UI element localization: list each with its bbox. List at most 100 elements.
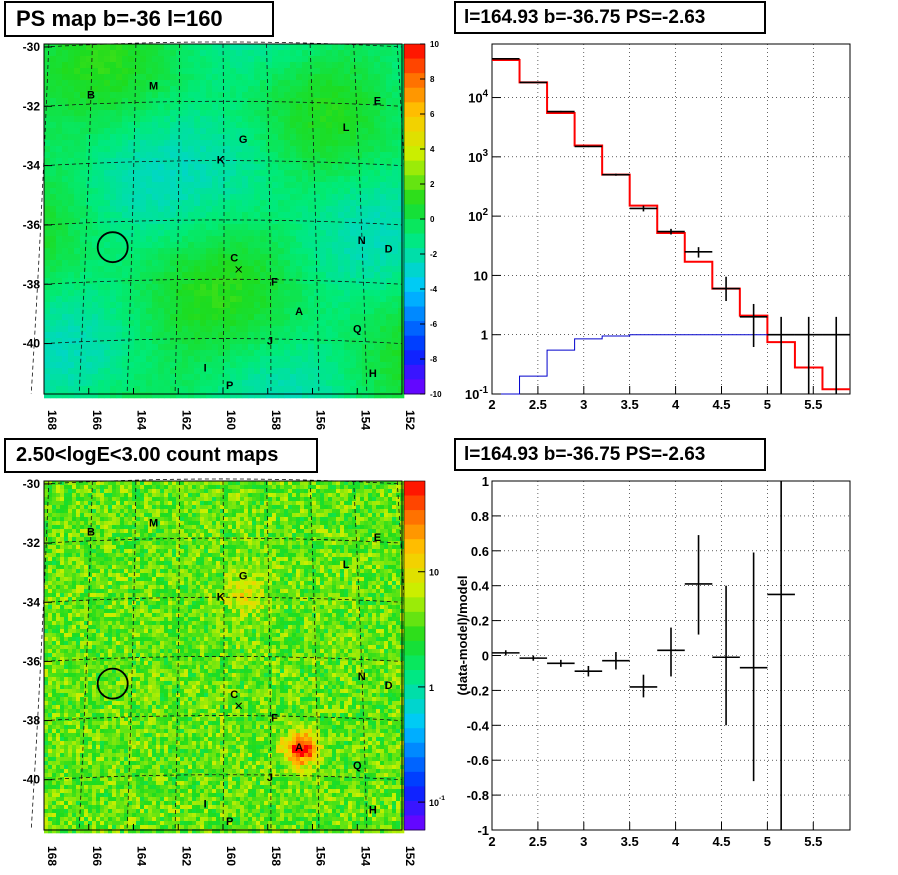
- source-label-F: F: [271, 713, 278, 725]
- colorbar-tick-10: 10: [429, 568, 439, 578]
- source-c-marker: [235, 702, 243, 710]
- x-tick-label-156: 156: [314, 846, 328, 866]
- colorbar-tick--10: -10: [430, 390, 442, 399]
- residual-point: [657, 627, 685, 677]
- y-tick-label--40: -40: [23, 337, 41, 351]
- spectrum-data-point: [767, 316, 795, 394]
- source-label-L: L: [343, 559, 350, 571]
- source-label-J: J: [267, 336, 273, 348]
- spectrum-data-point: [602, 173, 630, 176]
- x-tick-label-158: 158: [269, 410, 283, 430]
- spectrum-data-point: [574, 145, 603, 148]
- counts-colorbar: 10 1 10-1: [403, 480, 445, 831]
- y-tick-label--34: -34: [23, 159, 41, 173]
- counts-map-pixels: [44, 481, 405, 834]
- colorbar-tick--8: -8: [430, 355, 438, 364]
- spectrum-data-point: [519, 81, 548, 84]
- residual-point: [739, 552, 768, 782]
- spectrum-data-point: [492, 58, 520, 60]
- residual-y-axis-label: (data-model)/model: [455, 576, 470, 696]
- source-label-Q: Q: [353, 760, 362, 772]
- residual-y-tick-0.4: 0.4: [471, 579, 490, 594]
- residual-plot: 2 2.5 3 3.5 4 4.5 5 5.5 -1 -0.8 -0.6 -0.4 -0.2 0 0.2 0.…: [455, 474, 851, 849]
- x-tick-label-164: 164: [135, 846, 149, 866]
- source-label-H: H: [369, 368, 377, 380]
- colorbar-tick-10^-1: 10-1: [429, 795, 445, 808]
- source-label-G: G: [239, 134, 248, 146]
- source-label-M: M: [149, 81, 158, 93]
- spectrum-x-tick-5.5: 5.5: [804, 397, 822, 412]
- residual-point: [629, 674, 658, 698]
- spectrum-data-point: [712, 276, 740, 302]
- residual-y-tick-0.8: 0.8: [471, 509, 489, 524]
- x-tick-label-154: 154: [358, 410, 372, 430]
- spectrum-x-tick-3: 3: [580, 397, 587, 412]
- x-tick-label-168: 168: [45, 846, 59, 866]
- source-c-marker: [235, 266, 243, 273]
- spectrum-data-point: [822, 316, 850, 394]
- source-label-F: F: [271, 276, 278, 288]
- y-tick-label--34: -34: [23, 595, 41, 609]
- source-label-L: L: [343, 122, 350, 134]
- spectrum-plot: 2 2.5 3 3.5 4 4.5 5 5.5 10-1 1 10 102 103 104: [465, 43, 851, 412]
- residual-x-tick-4: 4: [672, 834, 680, 849]
- source-label-E: E: [374, 95, 381, 107]
- counts-map: B M E L G K N D C F A Q J I H P 168 166 164 162 160 158 156 154…: [23, 477, 446, 866]
- spectrum-data-point: [629, 205, 658, 212]
- y-tick-label--30: -30: [23, 477, 41, 491]
- spectrum-model-line: [492, 58, 850, 391]
- target-circle: [96, 667, 129, 700]
- spectrum-x-tick-4: 4: [672, 397, 680, 412]
- source-label-H: H: [369, 804, 377, 816]
- ps-map: B M E L G K N D C F A Q J I H P 168 166 164 162 160 158 156 154…: [23, 40, 442, 430]
- spectrum-y-tick-10^3: 103: [468, 148, 488, 165]
- residual-point: [574, 665, 603, 677]
- counts-graticule: [30, 478, 416, 831]
- spectrum-x-tick-4.5: 4.5: [712, 397, 730, 412]
- spectrum-data-point: [739, 303, 768, 348]
- colorbar-tick-2: 2: [430, 180, 435, 189]
- y-tick-label--30: -30: [23, 40, 41, 54]
- source-label-P: P: [226, 380, 233, 392]
- residual-x-tick-5: 5: [764, 834, 771, 849]
- spectrum-data-point: [684, 247, 713, 258]
- colorbar-tick-6: 6: [430, 110, 435, 119]
- source-label-I: I: [204, 362, 207, 374]
- residual-x-tick-3: 3: [580, 834, 587, 849]
- residual-y-tick--0.4: -0.4: [467, 718, 490, 733]
- source-label-B: B: [87, 526, 95, 538]
- source-label-E: E: [374, 532, 381, 544]
- y-tick-label--32: -32: [23, 99, 41, 113]
- x-tick-label-166: 166: [90, 410, 104, 430]
- residual-y-tick--1: -1: [477, 823, 489, 838]
- y-tick-label--38: -38: [23, 277, 41, 291]
- x-tick-label-152: 152: [403, 846, 417, 866]
- y-tick-label--38: -38: [23, 714, 41, 728]
- residual-y-tick-0: 0: [482, 649, 489, 664]
- x-tick-label-156: 156: [314, 410, 328, 430]
- residual-point: [712, 585, 740, 726]
- x-tick-label-162: 162: [179, 410, 193, 430]
- source-label-G: G: [239, 571, 248, 583]
- tl-title: PS map b=-36 l=160: [4, 1, 274, 37]
- source-label-K: K: [217, 155, 225, 167]
- spectrum-background-line: [492, 334, 850, 395]
- x-tick-label-160: 160: [224, 846, 238, 866]
- residual-y-tick--0.6: -0.6: [467, 753, 489, 768]
- source-label-K: K: [217, 591, 225, 603]
- source-label-P: P: [226, 816, 233, 828]
- source-label-N: N: [358, 235, 366, 247]
- colorbar-tick-8: 8: [430, 75, 435, 84]
- residual-point: [767, 481, 795, 830]
- colorbar-tick-10: 10: [430, 40, 439, 49]
- x-tick-label-158: 158: [269, 846, 283, 866]
- x-tick-label-168: 168: [45, 410, 59, 430]
- residual-point: [684, 535, 713, 635]
- source-label-Q: Q: [353, 324, 362, 336]
- spectrum-data-point: [547, 110, 575, 113]
- source-label-J: J: [267, 772, 273, 784]
- source-label-B: B: [87, 89, 95, 101]
- residual-y-tick-0.6: 0.6: [471, 544, 489, 559]
- colorbar-tick-0: 0: [430, 215, 435, 224]
